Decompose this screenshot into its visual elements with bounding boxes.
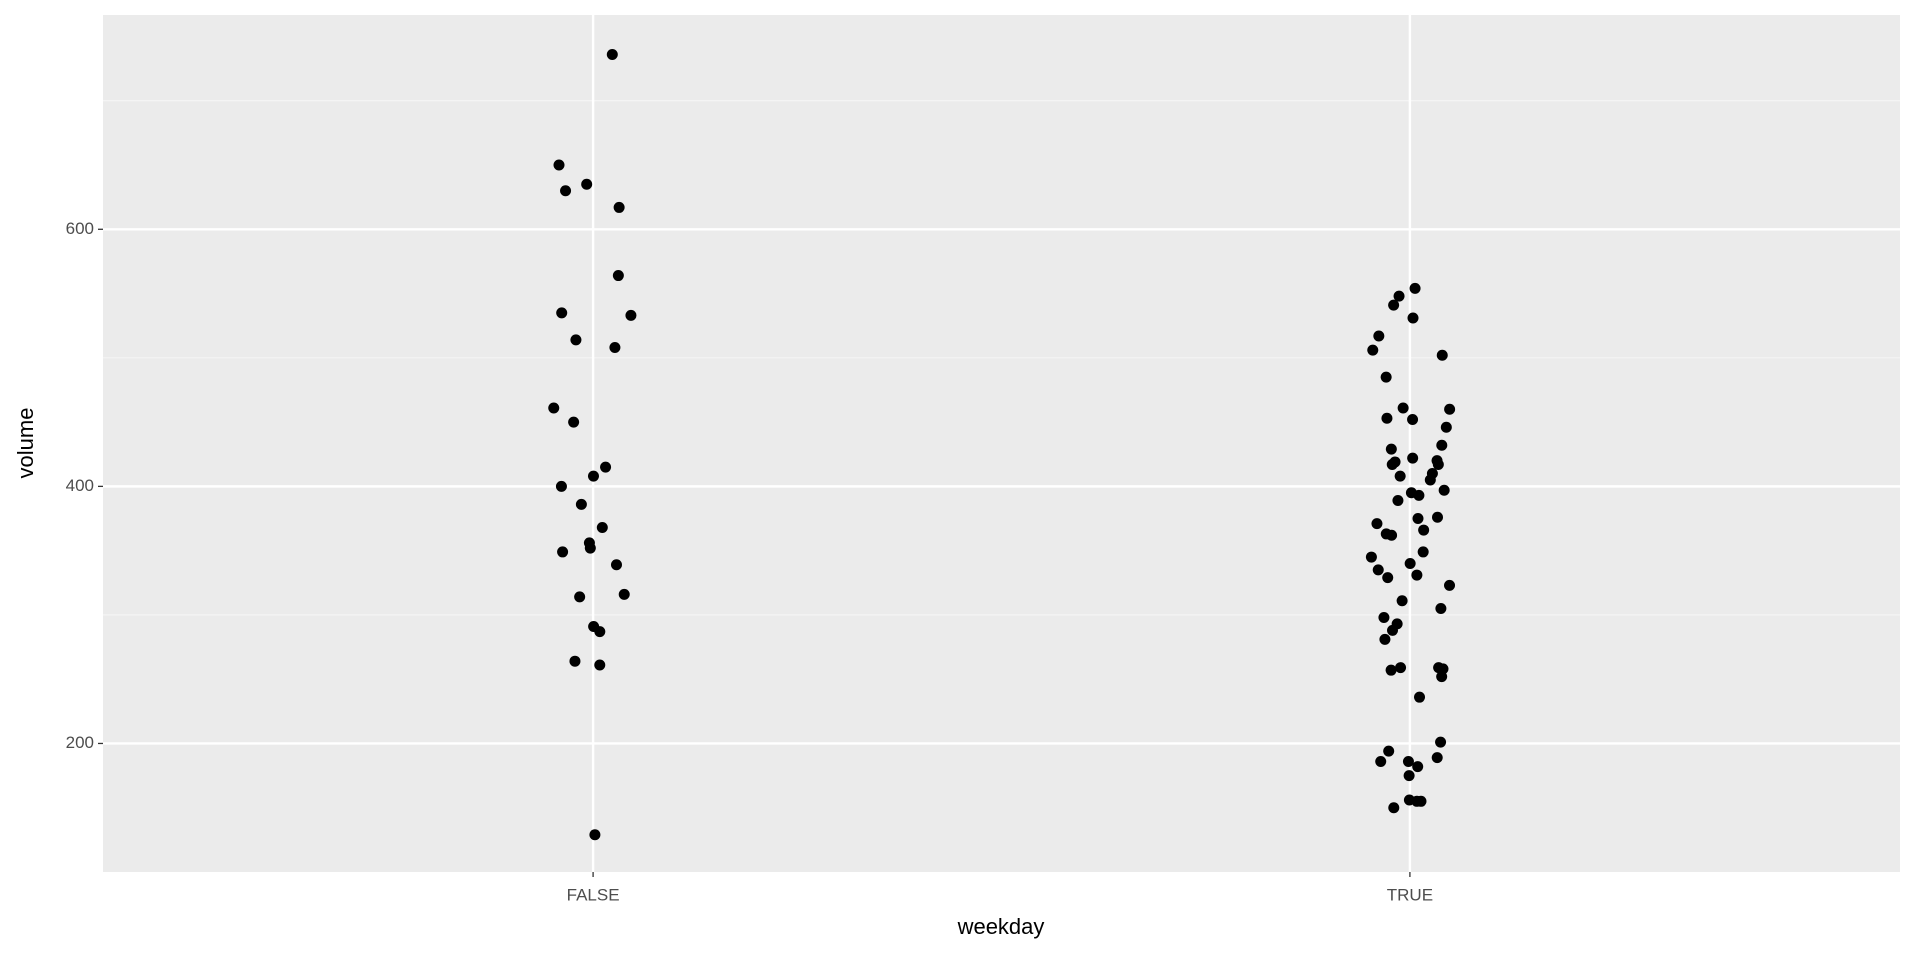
point (600, 461, 612, 473)
point (1382, 572, 1394, 584)
point (1387, 624, 1399, 636)
y-tick-label: 400 (66, 476, 94, 495)
point (594, 626, 606, 638)
point (1388, 802, 1400, 814)
point (570, 334, 582, 346)
point (1415, 795, 1427, 807)
point (1385, 443, 1397, 455)
point (1432, 511, 1444, 523)
point (594, 659, 606, 671)
point (1407, 312, 1419, 324)
point (1365, 551, 1377, 563)
point (1393, 290, 1405, 302)
point (1438, 484, 1450, 496)
point (1412, 761, 1424, 773)
point (1440, 421, 1452, 433)
point (553, 159, 565, 171)
point (1395, 662, 1407, 674)
x-axis-title: weekday (957, 914, 1045, 939)
point (1412, 513, 1424, 525)
point (1418, 524, 1430, 536)
x-tick-label: FALSE (567, 885, 620, 904)
point (1431, 752, 1443, 764)
point (1436, 671, 1448, 683)
point (1373, 330, 1385, 342)
point (1424, 474, 1436, 486)
point (1413, 489, 1425, 501)
y-axis-title: volume (13, 408, 38, 479)
point (1371, 518, 1383, 530)
point (610, 559, 622, 571)
point (1372, 564, 1384, 576)
point (1386, 529, 1398, 541)
y-tick-label: 600 (66, 219, 94, 238)
point (1402, 755, 1414, 767)
point (1432, 459, 1444, 471)
point (1436, 439, 1448, 451)
point (1385, 664, 1397, 676)
point (581, 178, 593, 190)
point (587, 470, 599, 482)
x-tick-label: TRUE (1387, 885, 1433, 904)
point (596, 522, 608, 534)
point (568, 416, 580, 428)
point (1435, 736, 1447, 748)
point (1383, 745, 1395, 757)
panel (103, 15, 1900, 872)
point (625, 309, 637, 321)
point (1404, 557, 1416, 569)
point (1407, 452, 1419, 464)
point (1444, 403, 1456, 415)
point (1409, 282, 1421, 294)
point (612, 270, 624, 282)
point (560, 185, 572, 197)
point (575, 498, 587, 510)
point (1435, 602, 1447, 614)
point (1388, 299, 1400, 311)
point (1381, 412, 1393, 424)
point (589, 829, 601, 841)
point (606, 48, 618, 60)
point (555, 480, 567, 492)
point (584, 542, 596, 554)
point (1436, 349, 1448, 361)
point (1407, 414, 1419, 426)
point (1397, 402, 1409, 414)
point (1386, 459, 1398, 471)
point (1394, 470, 1406, 482)
point (613, 201, 625, 213)
point (1417, 546, 1429, 558)
point (1392, 495, 1404, 507)
point (609, 342, 621, 354)
point (618, 588, 630, 600)
point (548, 402, 560, 414)
point (1378, 611, 1390, 623)
point (1367, 344, 1379, 356)
point (569, 655, 581, 667)
point (1444, 579, 1456, 591)
point (1411, 569, 1423, 581)
point (1379, 633, 1391, 645)
point (557, 546, 569, 558)
point (574, 591, 586, 603)
point (1375, 755, 1387, 767)
point (556, 307, 568, 319)
point (1380, 371, 1392, 383)
y-tick-label: 200 (66, 733, 94, 752)
point (1414, 691, 1426, 703)
point (1403, 770, 1415, 782)
point (1396, 595, 1408, 607)
